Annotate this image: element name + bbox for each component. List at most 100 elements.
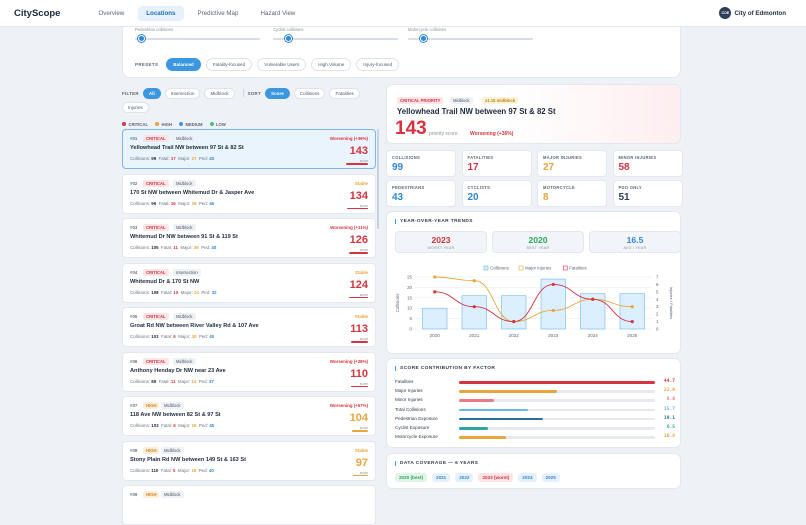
location-card[interactable]: #05 CRITICAL Midblock Groat Rd NW between R… <box>122 307 376 347</box>
stat-pdo-only: PDO ONLY 51 <box>612 180 683 207</box>
stat-label-fatal: Fatal <box>161 289 171 295</box>
type-badge: Midblock <box>173 313 196 320</box>
coverage-year-chip[interactable]: 2022 <box>455 473 474 482</box>
location-rank: #02 <box>130 180 138 186</box>
stat-label-major: Major <box>180 289 192 295</box>
preset-injury-focused[interactable]: Injury-focused <box>356 58 400 71</box>
slider-thumb-pedestrian[interactable] <box>137 35 145 42</box>
factor-track <box>459 381 655 384</box>
bar-2021 <box>461 295 487 330</box>
type-badge: Midblock <box>161 491 184 498</box>
stat-cyclists: CYCLISTS 20 <box>461 180 532 207</box>
filter-midblock[interactable]: Midblock <box>204 87 235 99</box>
stat-value: 43 <box>392 192 404 203</box>
priority-badge: CRITICAL PRIORITY <box>397 97 444 104</box>
filter-injuries[interactable]: Injuries <box>122 101 149 113</box>
stat-label-collisions: Collisions <box>130 378 149 384</box>
trends-title: YEAR-OVER-YEAR TRENDS <box>395 219 473 224</box>
sort-score[interactable]: Score <box>265 87 290 99</box>
filter-intersection[interactable]: Intersection <box>164 87 201 99</box>
nav-tab-hazard-view[interactable]: Hazard View <box>260 9 296 17</box>
score-bar <box>346 163 368 165</box>
stat-minor-injuries: MINOR INJURIES 58 <box>612 150 683 177</box>
preset-high-volume[interactable]: High Volume <box>311 58 352 71</box>
location-stats: Collisions: 103 Fatal: 6 Major: 30 Ped: … <box>130 334 215 339</box>
location-card[interactable]: #04 CRITICAL Intersection Whitemud Dr & 170… <box>122 262 376 303</box>
location-card[interactable]: #01 CRITICAL Midblock Yellowhead Trail NW b… <box>122 129 376 169</box>
score-bar <box>350 341 368 343</box>
legend-item-medium: MEDIUM <box>179 122 203 127</box>
priority-badge: CRITICAL <box>143 224 169 231</box>
city-badge[interactable]: COE City of Edmonton <box>719 7 786 19</box>
stat-value-collisions: 108 <box>151 289 159 295</box>
type-badge: Midblock <box>173 357 196 365</box>
stat-value-major: 19 <box>191 423 197 428</box>
nav-tab-overview[interactable]: Overview <box>98 9 125 17</box>
location-card[interactable]: #09 HIGH Midblock <box>122 485 376 525</box>
sort-fatalities[interactable]: Fatalities <box>329 87 360 99</box>
trends-panel: YEAR-OVER-YEAR TRENDS 2023 WORST YEAR 2020… <box>386 211 681 354</box>
factor-track <box>459 427 655 430</box>
stat-label-fatal: Fatal <box>161 334 171 339</box>
location-score: 134 <box>349 189 368 202</box>
stat-label-major: Major <box>178 423 190 428</box>
location-card[interactable]: #07 HIGH Midblock 118 Ave NW between 82 St … <box>122 396 376 436</box>
location-score: 110 <box>350 367 368 380</box>
location-card[interactable]: #02 CRITICAL Midblock 170 St NW between Whi… <box>122 173 376 214</box>
score-caption: score <box>359 426 368 430</box>
location-name: Whitemud Dr & 170 St NW <box>130 278 200 285</box>
factor-label: Cyclist Exposure <box>395 425 430 430</box>
locations-list-panel: FILTER All Intersection Midblock SORT Scor… <box>122 84 381 525</box>
coverage-year-chip[interactable]: 2021 <box>432 473 451 482</box>
list-scrollbar[interactable] <box>377 129 379 229</box>
location-rank: #05 <box>130 314 138 319</box>
stat-value-major: 14 <box>191 378 197 384</box>
point-major-injuries-2023 <box>551 308 555 313</box>
priority-badge: CRITICAL <box>143 313 169 320</box>
location-card[interactable]: #03 CRITICAL Midblock Whitemud Dr NW betwee… <box>122 218 376 258</box>
point-fatalities-2021 <box>472 305 476 309</box>
coverage-year-chip[interactable]: 2025 <box>541 473 560 482</box>
factor-track <box>459 417 655 421</box>
location-name: 118 Ave NW between 82 St & 97 St <box>130 412 221 418</box>
location-card[interactable]: #06 CRITICAL Midblock Anthony Henday Dr NW … <box>122 351 376 392</box>
location-stats: Collisions: 108 Fatal: 10 Major: 24 Ped:… <box>130 289 217 295</box>
stat-label-ped: Ped <box>198 156 207 161</box>
nav-tab-locations[interactable]: Locations <box>138 5 184 21</box>
slider-track-pedestrian[interactable] <box>135 38 260 40</box>
slider-track-cyclist[interactable] <box>273 38 398 40</box>
factor-row-pedestrian-exposure: Pedestrian Exposure 19.1 <box>395 416 675 423</box>
nav-tab-predictive-map[interactable]: Predictive Map <box>197 9 239 17</box>
detail-title: Yellowhead Trail NW between 97 St & 82 S… <box>397 107 556 116</box>
sort-collisions[interactable]: Collisions <box>293 87 326 99</box>
stat-label-ped: Ped <box>198 423 207 428</box>
filter-all[interactable]: All <box>142 87 161 99</box>
preset-vulnerable-users[interactable]: Vulnerable Users <box>257 58 307 71</box>
coverage-year-chip[interactable]: 2020 (best) <box>395 473 428 482</box>
line-fatalities <box>434 283 633 323</box>
location-card[interactable]: #08 HIGH Midblock Stony Plain Rd NW between… <box>122 440 376 481</box>
location-name: Whitemud Dr NW between 91 St & 119 St <box>130 234 238 240</box>
stat-value-ped: 45 <box>209 423 215 428</box>
stat-value-major: 30 <box>191 334 197 339</box>
slider-thumb-cyclist[interactable] <box>284 35 292 42</box>
slider-track-motorcycle[interactable] <box>408 38 533 40</box>
preset-fatality-focused[interactable]: Fatality-focused <box>205 58 253 71</box>
coverage-year-chip[interactable]: 2023 (worst) <box>478 473 514 482</box>
summary-value: 2023 <box>431 235 451 245</box>
priority-badge: CRITICAL <box>143 268 169 276</box>
trend-label: Worsening (+57%) <box>329 403 368 408</box>
stat-label-fatal: Fatal <box>161 245 171 250</box>
x-tick-label: 2020 <box>430 333 441 338</box>
slider-thumb-motorcycle[interactable] <box>419 35 427 42</box>
summary-label: AVG / YEAR <box>623 246 647 250</box>
factor-track <box>459 436 655 439</box>
point-major-injuries-2021 <box>472 279 476 283</box>
factor-value: 15.7 <box>663 406 675 412</box>
stat-label-ped: Ped <box>201 245 209 250</box>
preset-balanced[interactable]: Balanced <box>166 58 201 71</box>
coverage-year-chip[interactable]: 2024 <box>518 473 537 482</box>
legend-label: HIGH <box>161 121 173 127</box>
app-logo[interactable]: CityScope <box>14 7 61 19</box>
